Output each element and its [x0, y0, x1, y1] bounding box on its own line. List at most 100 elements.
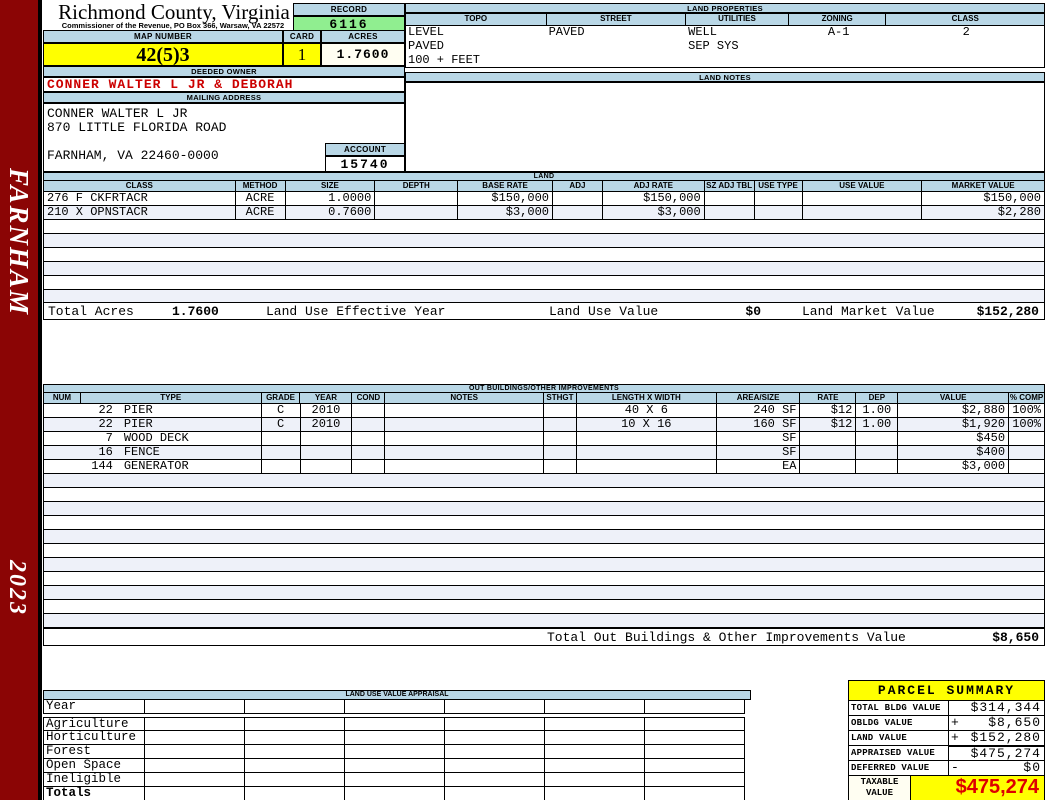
empty-row	[43, 276, 1045, 290]
appraisal-cell	[444, 731, 545, 745]
ob-grade	[262, 446, 301, 459]
account-label: ACCOUNT	[325, 143, 405, 156]
appraised-value-label: APPRAISED VALUE	[849, 746, 949, 761]
col-dep: DEP	[856, 393, 899, 403]
summary-row: TOTAL BLDG VALUE $314,344	[849, 701, 1044, 716]
appraisal-cell	[644, 731, 745, 745]
out-buildings-table: OUT BUILDINGS/OTHER IMPROVEMENTS NUM TYP…	[43, 384, 1045, 628]
out-building-row: 22 PIER C 2010 10 X 16 160 SF $12 1.00 $…	[43, 418, 1045, 432]
row-label-agriculture: Agriculture	[43, 717, 145, 731]
zoning-value	[789, 54, 887, 68]
appraisal-cell	[544, 745, 645, 759]
empty-row	[43, 474, 1045, 488]
ob-num: 7	[105, 431, 113, 445]
ob-grade	[262, 460, 301, 473]
ob-pct-comp	[1009, 460, 1044, 473]
land-properties-row: 100 + FEET	[406, 54, 1044, 68]
empty-row	[43, 600, 1045, 614]
ob-area: EA	[717, 460, 801, 473]
out-buildings-total-value: $8,650	[992, 630, 1039, 645]
appraisal-cell	[444, 759, 545, 773]
ob-area: 240 SF	[717, 404, 801, 417]
parcel-summary: PARCEL SUMMARY TOTAL BLDG VALUE $314,344…	[848, 680, 1045, 800]
ob-dep	[856, 432, 899, 445]
out-buildings-total-label: Total Out Buildings & Other Improvements…	[547, 630, 906, 645]
ob-sthgt	[544, 418, 577, 431]
ob-cond	[352, 446, 386, 459]
ob-num: 144	[91, 459, 113, 473]
land-base-rate: $3,000	[458, 206, 553, 219]
appraisal-cell	[344, 700, 445, 714]
land-market-value-label: Land Market Value	[802, 304, 935, 319]
empty-row	[43, 234, 1045, 248]
land-properties-table: TOPO STREET UTILITIES ZONING CLASS LEVEL…	[405, 13, 1045, 68]
land-market-value: $2,280	[997, 205, 1041, 219]
land-depth	[375, 192, 459, 205]
appraisal-cell	[144, 787, 245, 800]
out-building-row: 22 PIER C 2010 40 X 6 240 SF $12 1.00 $2…	[43, 404, 1045, 418]
empty-row	[43, 488, 1045, 502]
col-area-size: AREA/SIZE	[717, 393, 801, 403]
ob-value: $2,880	[898, 404, 1010, 417]
ob-sthgt	[544, 460, 577, 473]
col-sthgt: STHGT	[544, 393, 577, 403]
ob-dep: 1.00	[856, 418, 899, 431]
parcel-summary-title: PARCEL SUMMARY	[849, 681, 1044, 701]
deferred-value: $0	[1023, 760, 1041, 775]
taxable-value-row: TAXABLE VALUE $475,274	[849, 776, 1044, 800]
total-acres-value: 1.7600	[172, 304, 219, 319]
land-use-appraisal-table: LAND USE VALUE APPRAISAL Year Agricultur…	[43, 690, 751, 800]
row-label-totals: Totals	[43, 787, 145, 800]
col-adj-rate: ADJ RATE	[603, 181, 705, 191]
operator: +	[951, 715, 959, 730]
banner-divider	[38, 0, 42, 800]
appraisal-cell	[344, 731, 445, 745]
acres-label: ACRES	[321, 30, 405, 43]
appraisal-cell	[544, 759, 645, 773]
ob-area: 160 SF	[717, 418, 801, 431]
land-use-type	[755, 206, 803, 219]
empty-row	[43, 220, 1045, 234]
summary-row: APPRAISED VALUE $475,274	[849, 745, 1044, 761]
ob-year: 2010	[301, 404, 353, 417]
row-label-year: Year	[43, 700, 145, 714]
col-sz-adj-tbl: SZ ADJ TBL	[705, 181, 755, 191]
land-sz-adj	[705, 206, 755, 219]
col-use-value: USE VALUE	[803, 181, 923, 191]
row-label-forest: Forest	[43, 745, 145, 759]
appraisal-row: Open Space	[43, 759, 751, 773]
land-row: 276 F CKFRTACR ACRE 1.0000 $150,000 $150…	[43, 192, 1045, 206]
land-use-value: $0	[745, 304, 761, 319]
taxable-value-label: TAXABLE VALUE	[849, 776, 911, 800]
ob-rate	[800, 460, 857, 473]
ob-dep: 1.00	[856, 404, 899, 417]
land-properties-row: LEVEL PAVED WELL A-1 2	[406, 26, 1044, 40]
appraisal-cell	[344, 745, 445, 759]
ob-length-width	[577, 446, 717, 459]
land-sz-adj	[705, 192, 755, 205]
card-label: CARD	[283, 30, 321, 43]
appraisal-cell	[344, 717, 445, 731]
ob-notes	[385, 432, 544, 445]
col-method: METHOD	[236, 181, 286, 191]
commissioner-address: Commissioner of the Revenue, PO Box 366,…	[61, 21, 285, 30]
appraisal-cell	[344, 787, 445, 800]
land-method: ACRE	[236, 192, 286, 205]
ob-value: $3,000	[898, 460, 1010, 473]
topo-value: LEVEL	[408, 25, 445, 39]
appraisal-row: Totals	[43, 787, 751, 800]
total-acres-label: Total Acres	[48, 304, 134, 319]
appraisal-cell	[144, 700, 245, 714]
land-use-appraisal-title: LAND USE VALUE APPRAISAL	[43, 690, 751, 700]
land-adj	[553, 192, 603, 205]
ob-sthgt	[544, 432, 577, 445]
card-value: 1	[283, 43, 321, 66]
appraisal-cell	[444, 773, 545, 787]
appraisal-cell	[644, 717, 745, 731]
ob-year	[301, 460, 353, 473]
col-rate: RATE	[800, 393, 857, 403]
empty-row	[43, 586, 1045, 600]
appraisal-row: Ineligible	[43, 773, 751, 787]
land-adj	[553, 206, 603, 219]
ob-cond	[352, 418, 386, 431]
